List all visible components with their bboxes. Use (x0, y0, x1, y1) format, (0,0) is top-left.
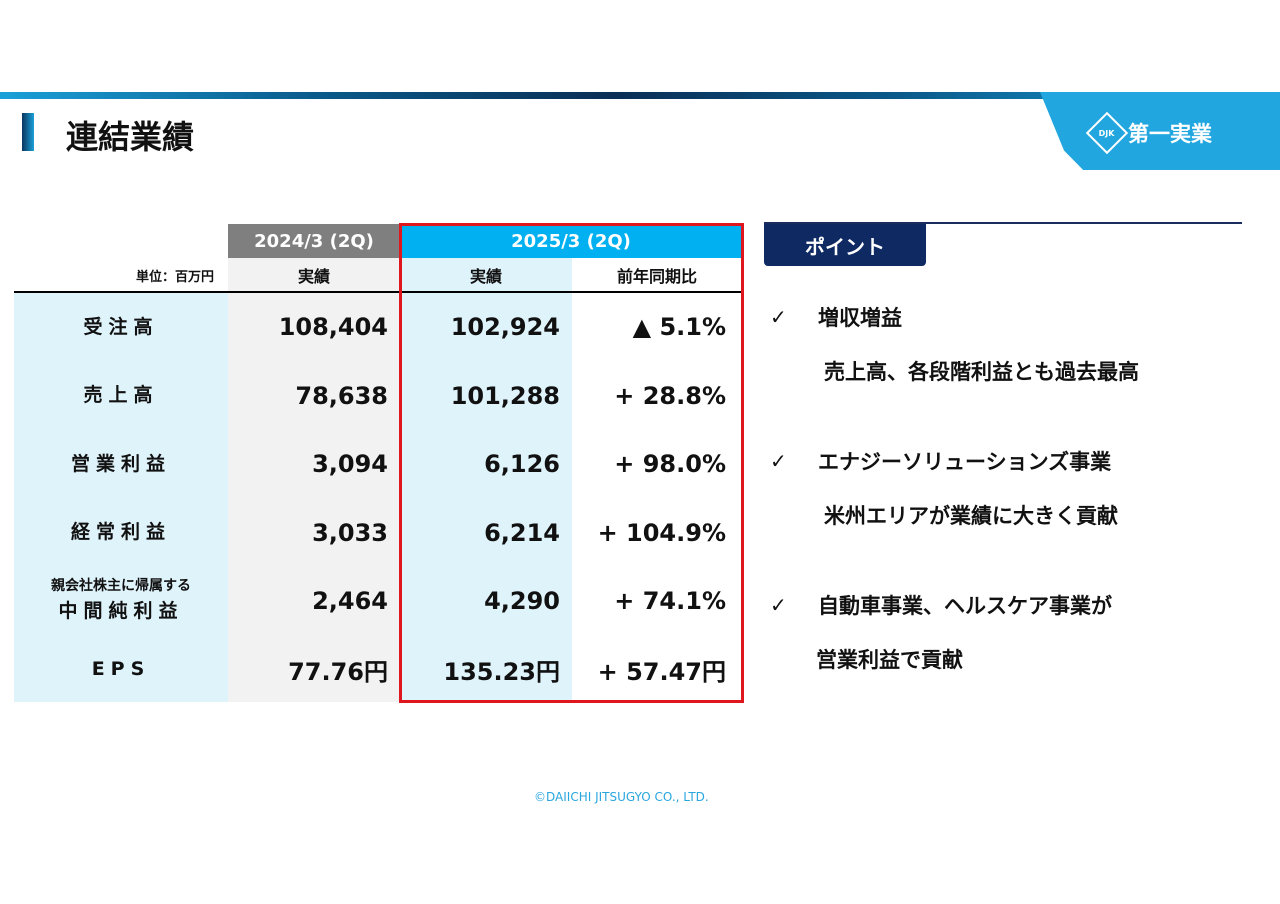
row-label-text: EPS (91, 658, 151, 681)
row-label-text: 経常利益 (70, 521, 171, 544)
sub-curr-header: 実績 (469, 267, 502, 286)
row-label-text: 中間純利益 (58, 600, 184, 623)
yoy-value: + 104.9% (597, 518, 726, 547)
djk-logo-icon: DJK (1085, 111, 1129, 155)
header-divider (14, 291, 742, 293)
point-detail: 米州エリアが業績に大きく貢献 (824, 504, 1118, 528)
copyright: ©DAIICHI JITSUGYO CO., LTD. (534, 790, 709, 804)
row-label: 営業利益 (14, 430, 228, 498)
row-label: 経常利益 (14, 499, 228, 567)
curr-value: 6,126 (484, 450, 560, 478)
row-label: 売上高 (14, 362, 228, 430)
yoy-value: + 74.1% (614, 587, 726, 615)
period-curr-header: 2025/3 (2Q) (400, 224, 742, 258)
sub-yoy-header: 前年同期比 (616, 267, 697, 286)
prev-value: 78,638 (295, 381, 388, 410)
logo-background (1040, 92, 1280, 170)
points-title: ポイント (764, 224, 926, 266)
yoy-value: + 57.47円 (597, 658, 726, 686)
check-icon: ✓ (770, 449, 787, 473)
check-icon: ✓ (770, 305, 787, 329)
curr-value: 101,288 (450, 381, 560, 410)
point-heading: 増収増益 (818, 306, 902, 330)
prev-column (228, 258, 400, 702)
period-prev-header: 2024/3 (2Q) (228, 224, 400, 258)
prev-value: 108,404 (278, 313, 388, 341)
row-label-text: 売上高 (83, 384, 159, 407)
point-detail: 売上高、各段階利益とも過去最高 (824, 360, 1139, 384)
prev-value: 3,094 (312, 450, 388, 478)
row-label: 親会社株主に帰属する中間純利益 (14, 567, 228, 635)
curr-column (400, 258, 572, 702)
curr-value: 6,214 (484, 518, 560, 547)
point-heading: 自動車事業、ヘルスケア事業が (818, 594, 1112, 618)
title-marker (22, 113, 34, 151)
yoy-value: ▲ 5.1% (632, 313, 726, 341)
check-icon: ✓ (770, 593, 787, 617)
row-label-text: 受注高 (83, 315, 159, 338)
yoy-value: + 98.0% (614, 450, 726, 478)
header-bar (0, 92, 1280, 99)
row-label-top: 親会社株主に帰属する (51, 578, 191, 595)
row-label: 受注高 (14, 293, 228, 361)
curr-value: 135.23円 (443, 658, 560, 686)
unit-label: 単位：百万円 (135, 269, 214, 285)
point-detail: 営業利益で貢献 (816, 648, 963, 672)
page-title: 連結業績 (66, 118, 195, 156)
row-label-text: 営業利益 (70, 452, 171, 475)
sub-prev-header: 実績 (297, 267, 330, 286)
prev-value: 77.76円 (288, 658, 388, 686)
logo-text: 第一実業 (1128, 122, 1212, 146)
curr-value: 102,924 (450, 313, 560, 341)
points-divider (764, 222, 1242, 224)
company-logo: DJK 第一実業 (1085, 111, 1212, 155)
logo-mark: DJK (1099, 128, 1115, 138)
label-column (14, 293, 228, 702)
prev-value: 3,033 (312, 518, 388, 547)
row-label: EPS (14, 636, 228, 704)
curr-value: 4,290 (484, 587, 560, 615)
point-heading: エナジーソリューションズ事業 (818, 450, 1112, 474)
yoy-value: + 28.8% (614, 381, 726, 410)
prev-value: 2,464 (312, 587, 388, 615)
highlight-frame (399, 223, 744, 703)
